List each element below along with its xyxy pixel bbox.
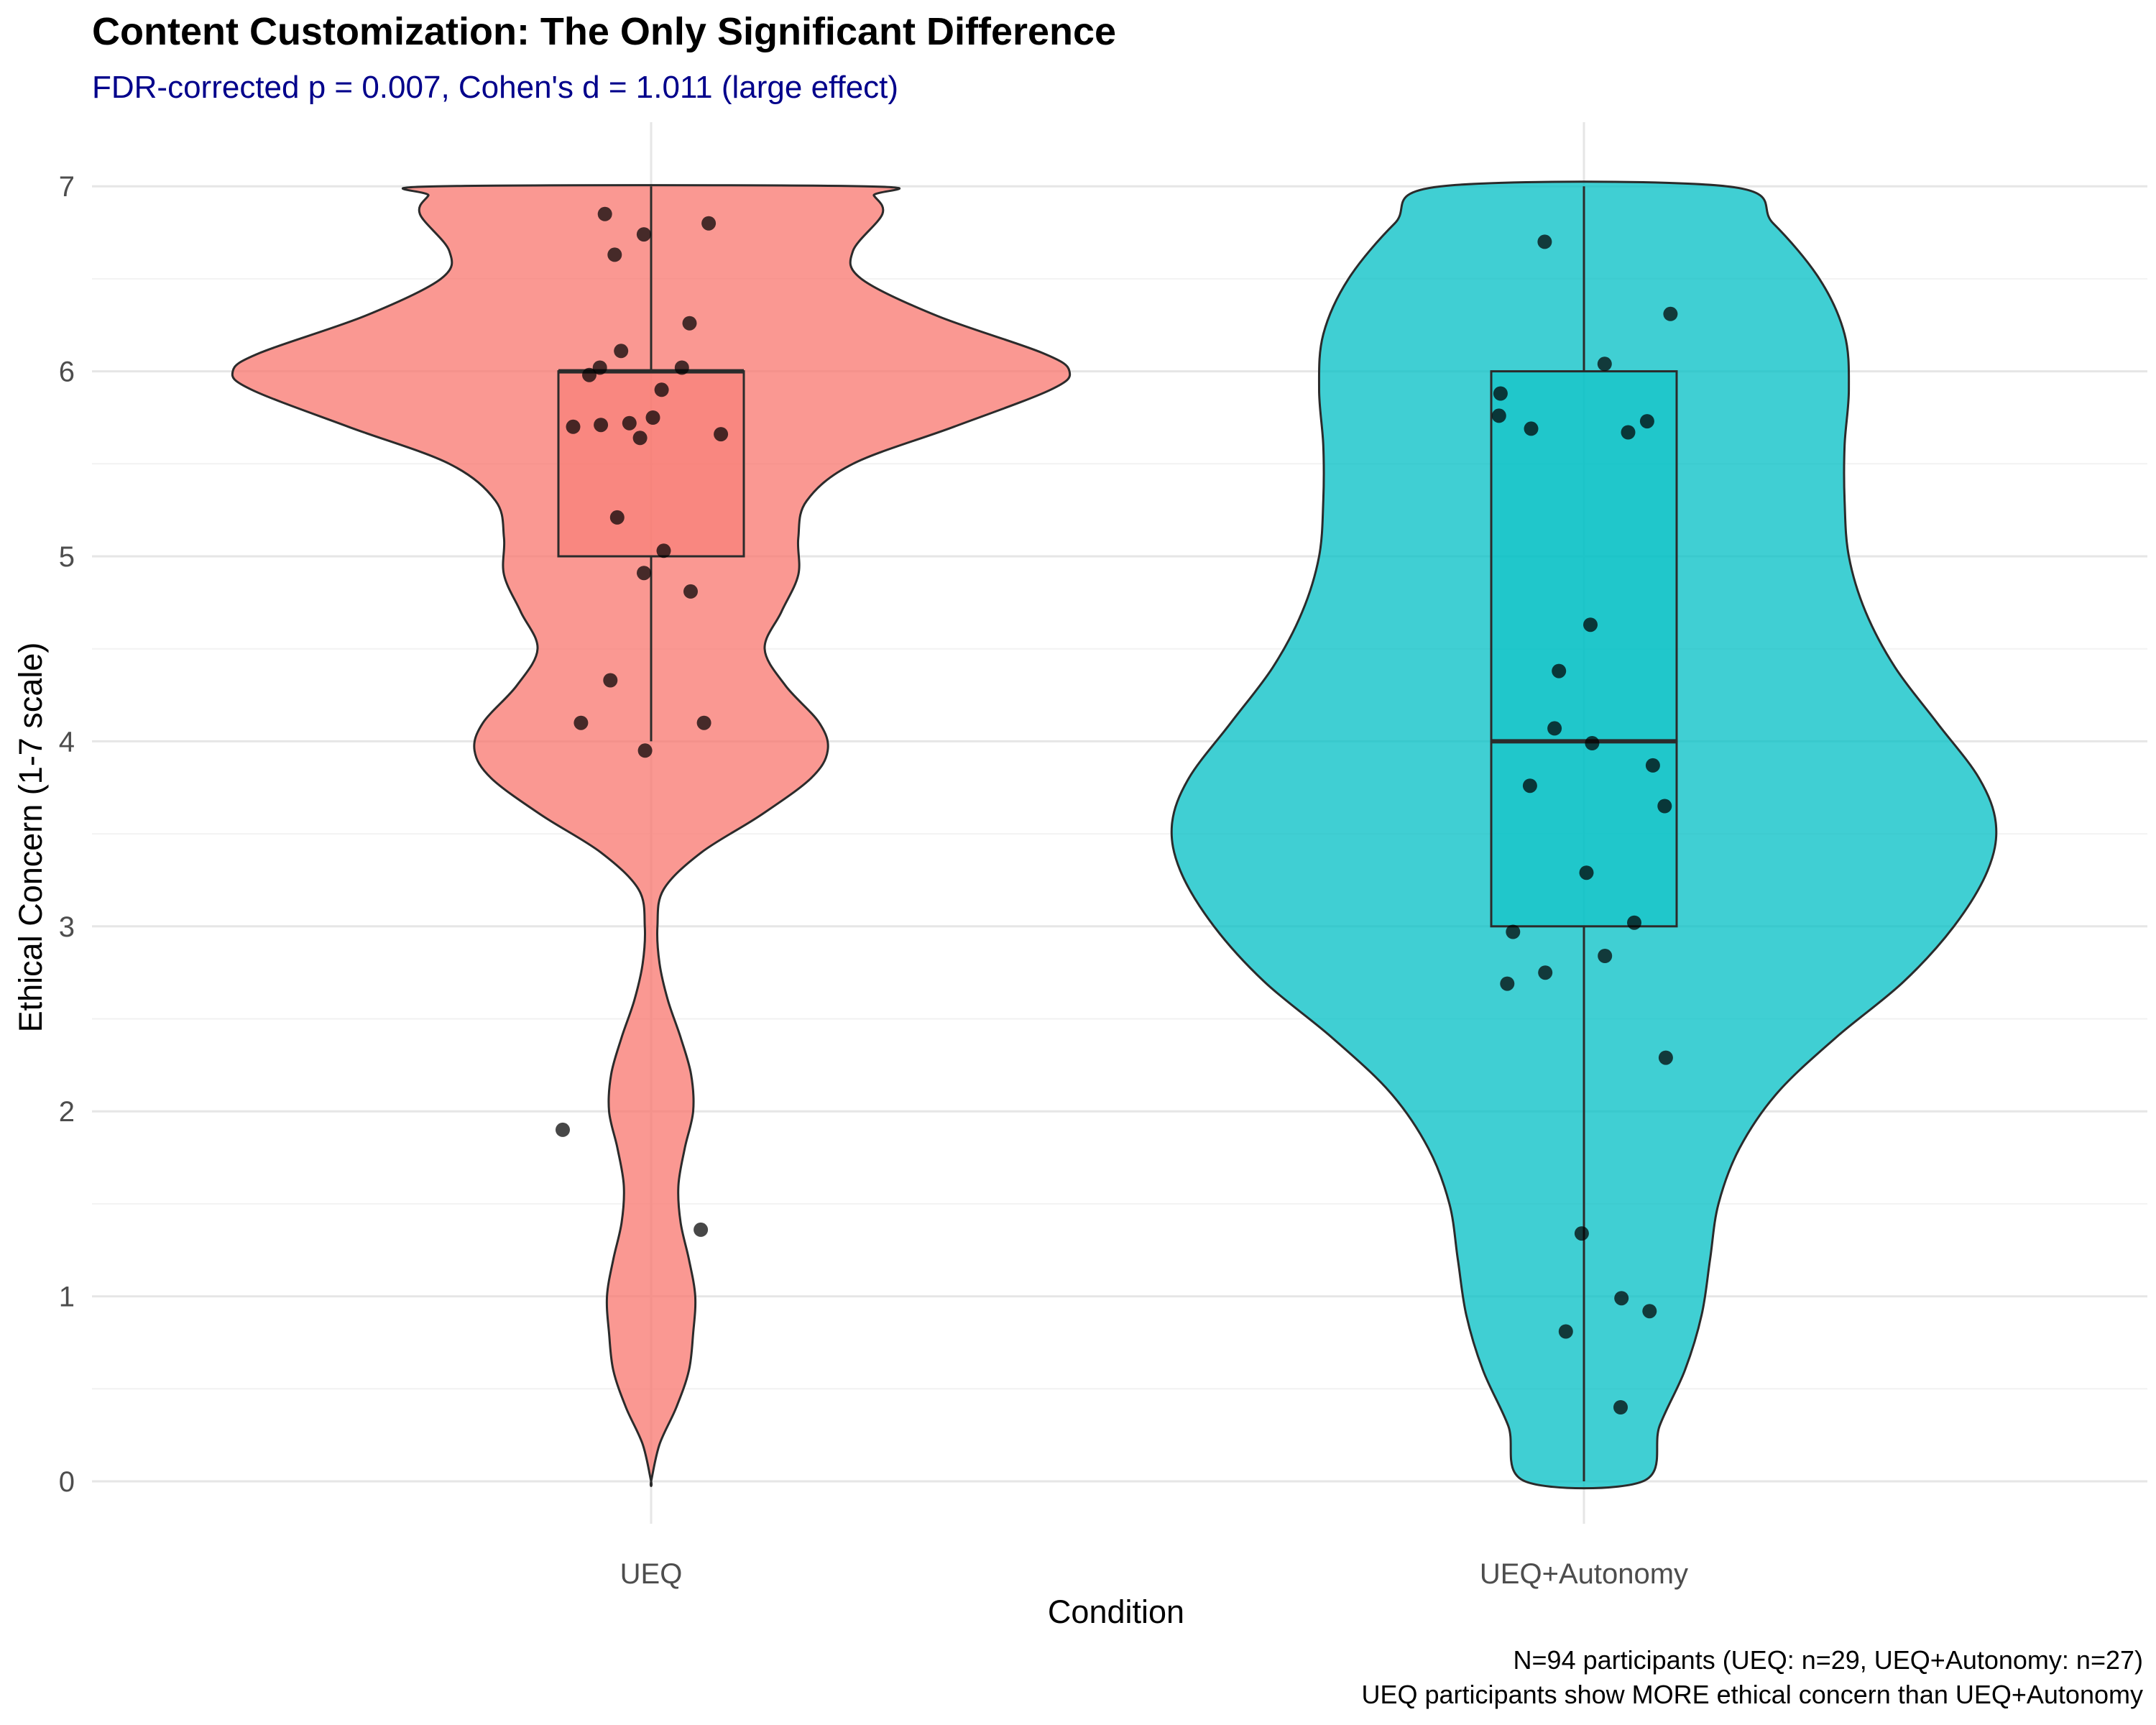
- data-point: [1552, 663, 1567, 678]
- data-point: [1493, 386, 1508, 401]
- data-point: [607, 247, 622, 262]
- data-point: [573, 715, 589, 730]
- data-point: [1579, 865, 1594, 880]
- data-point: [1500, 976, 1515, 991]
- data-point: [622, 415, 637, 431]
- data-point: [637, 743, 653, 758]
- data-point: [1558, 1324, 1573, 1339]
- data-point: [582, 367, 596, 382]
- y-axis-title: Ethical Concern (1-7 scale): [12, 643, 49, 1033]
- jitter-points: [556, 206, 1678, 1414]
- data-point: [1547, 721, 1562, 736]
- data-point: [1537, 234, 1552, 249]
- data-point: [701, 216, 717, 231]
- data-point: [1614, 1291, 1629, 1306]
- y-tick-label: 1: [59, 1282, 75, 1313]
- data-point: [1598, 949, 1613, 963]
- data-point: [566, 419, 581, 434]
- caption-line-2: UEQ participants show MORE ethical conce…: [1362, 1680, 2144, 1709]
- data-point: [1583, 617, 1598, 632]
- data-point: [609, 510, 625, 525]
- box-iqr: [557, 370, 745, 558]
- violin-ueq: [231, 184, 1072, 1487]
- chart-title: Content Customization: The Only Signific…: [92, 10, 1116, 53]
- data-point: [1613, 1400, 1628, 1414]
- boxplots: [557, 186, 1678, 1481]
- data-point: [694, 1222, 709, 1237]
- y-tick-label: 7: [59, 171, 75, 203]
- data-point: [1524, 421, 1539, 436]
- data-point: [674, 360, 689, 375]
- data-point: [1658, 1050, 1673, 1065]
- data-point: [556, 1122, 570, 1137]
- x-tick-label: UEQ: [620, 1558, 683, 1590]
- data-point: [683, 584, 698, 599]
- y-tick-label: 3: [59, 911, 75, 943]
- data-point: [696, 715, 711, 730]
- data-point: [654, 382, 669, 397]
- data-point: [1663, 306, 1678, 321]
- data-point: [632, 431, 648, 446]
- data-point: [637, 566, 651, 581]
- x-axis-ticks: UEQ UEQ+Autonomy: [620, 1558, 1688, 1590]
- data-point: [1657, 799, 1672, 814]
- data-point: [1621, 425, 1636, 440]
- data-point: [714, 427, 729, 442]
- data-point: [1627, 915, 1641, 930]
- caption-line-1: N=94 participants (UEQ: n=29, UEQ+Autono…: [1514, 1645, 2143, 1675]
- data-point: [1538, 965, 1553, 980]
- data-point: [1645, 758, 1660, 773]
- y-tick-label: 4: [59, 726, 75, 758]
- data-point: [1597, 356, 1612, 372]
- data-point: [1642, 1304, 1657, 1319]
- data-point: [1574, 1226, 1589, 1241]
- x-tick-label: UEQ+Autonomy: [1480, 1558, 1688, 1590]
- data-point: [1506, 924, 1521, 939]
- data-point: [1522, 778, 1537, 794]
- box-iqr: [1490, 370, 1678, 928]
- y-axis-ticks: 0 1 2 3 4 5 6 7: [59, 171, 75, 1498]
- chart-subtitle: FDR-corrected p = 0.007, Cohen's d = 1.0…: [92, 70, 898, 105]
- data-point: [592, 360, 607, 375]
- data-point: [594, 418, 609, 433]
- data-point: [603, 673, 618, 688]
- data-point: [645, 410, 660, 425]
- y-tick-label: 6: [59, 356, 75, 388]
- y-tick-label: 5: [59, 541, 75, 573]
- data-point: [656, 543, 671, 558]
- y-tick-label: 0: [59, 1466, 75, 1498]
- data-point: [614, 344, 629, 359]
- data-point: [682, 316, 697, 331]
- y-tick-label: 2: [59, 1096, 75, 1128]
- data-point: [1585, 736, 1600, 750]
- data-point: [636, 227, 651, 242]
- data-point: [1639, 414, 1654, 429]
- x-axis-title: Condition: [1048, 1593, 1184, 1630]
- data-point: [1491, 408, 1506, 423]
- data-point: [597, 206, 612, 221]
